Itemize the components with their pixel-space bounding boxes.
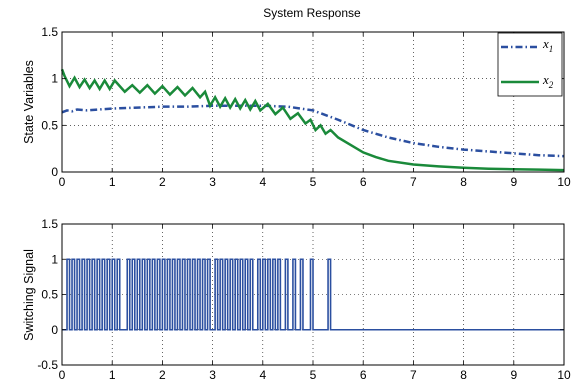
x-tick-label: 0 [59,175,66,189]
ticks-top: 0 1 2 3 4 5 6 7 8 9 10 0 0.5 1 1.5 [41,25,571,189]
series-layer-top [60,68,565,172]
y-tick-label: -0.5 [37,358,58,372]
switching-signal-chart: 0 1 2 3 4 5 6 7 8 9 10-0.500.511.5 Switching Signa… [22,217,571,382]
y-tick-label: 1.5 [41,217,58,231]
series-layer-bottom [62,258,564,331]
x-tick-label: 9 [510,175,517,189]
x-tick-label: 4 [259,368,266,382]
legend-box [497,32,563,97]
y-tick-label: 1 [51,72,58,86]
x-tick-label: 5 [310,368,317,382]
series-line-x1 [61,104,565,158]
x-tick-label: 6 [360,175,367,189]
x-tick-label: 8 [460,368,467,382]
ticks-bottom: 0 1 2 3 4 5 6 7 8 9 10-0.500.511.5 [37,217,571,382]
y-tick-label: 0 [51,165,58,179]
x-tick-label: 9 [510,368,517,382]
x-tick-label: 0 [59,368,66,382]
x-tick-label: 2 [159,175,166,189]
y-tick-label: 1.5 [41,25,58,39]
y-axis-label-top: State Variables [22,60,36,144]
x-tick-label: 10 [557,368,571,382]
legend: x1 x2 [497,32,563,97]
x-tick-label: 4 [259,175,266,189]
y-tick-label: 0.5 [41,118,58,132]
x-tick-label: 3 [209,175,216,189]
legend-label-x1: x1 [542,36,553,54]
legend-label-x2: x2 [542,72,554,90]
x-tick-label: 7 [410,368,417,382]
series-line-signal-0 [62,258,564,331]
series-line-x2 [60,68,565,172]
chart-title: System Response [263,6,361,20]
y-axis-label-bottom: Switching Signal [22,249,36,341]
x-tick-label: 7 [410,175,417,189]
state-variables-chart: System Response 0 1 2 3 4 5 6 7 8 9 10 0 0.5 1 1.5 Sta… [22,6,571,189]
y-tick-label: 1 [51,252,58,266]
x-tick-label: 8 [460,175,467,189]
y-tick-label: 0 [51,323,58,337]
x-tick-label: 1 [109,175,116,189]
x-tick-label: 6 [360,368,367,382]
x-tick-label: 1 [109,368,116,382]
x-tick-label: 3 [209,368,216,382]
x-tick-label: 10 [557,175,571,189]
x-tick-label: 2 [159,368,166,382]
y-tick-label: 0.5 [41,288,58,302]
x-tick-label: 5 [310,175,317,189]
